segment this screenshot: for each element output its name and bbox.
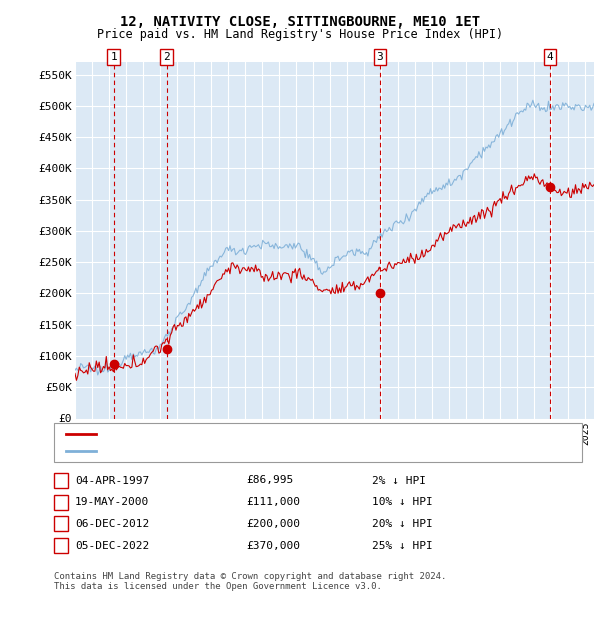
Text: HPI: Average price, detached house, Swale: HPI: Average price, detached house, Swal… bbox=[102, 446, 358, 456]
Text: £111,000: £111,000 bbox=[246, 497, 300, 507]
Text: 1: 1 bbox=[58, 476, 65, 485]
Text: Price paid vs. HM Land Registry's House Price Index (HPI): Price paid vs. HM Land Registry's House … bbox=[97, 28, 503, 41]
Text: 3: 3 bbox=[377, 52, 383, 62]
Text: 04-APR-1997: 04-APR-1997 bbox=[75, 476, 149, 485]
Text: Contains HM Land Registry data © Crown copyright and database right 2024.
This d: Contains HM Land Registry data © Crown c… bbox=[54, 572, 446, 591]
Text: 19-MAY-2000: 19-MAY-2000 bbox=[75, 497, 149, 507]
Text: 2: 2 bbox=[163, 52, 170, 62]
Text: £200,000: £200,000 bbox=[246, 519, 300, 529]
Text: 3: 3 bbox=[58, 519, 65, 529]
Text: 4: 4 bbox=[547, 52, 553, 62]
Text: £86,995: £86,995 bbox=[246, 476, 293, 485]
Text: 05-DEC-2022: 05-DEC-2022 bbox=[75, 541, 149, 551]
Text: 2: 2 bbox=[58, 497, 65, 507]
Text: 2% ↓ HPI: 2% ↓ HPI bbox=[372, 476, 426, 485]
Text: 12, NATIVITY CLOSE, SITTINGBOURNE, ME10 1ET (detached house): 12, NATIVITY CLOSE, SITTINGBOURNE, ME10 … bbox=[102, 429, 477, 439]
Text: 10% ↓ HPI: 10% ↓ HPI bbox=[372, 497, 433, 507]
Text: 1: 1 bbox=[110, 52, 117, 62]
Text: 25% ↓ HPI: 25% ↓ HPI bbox=[372, 541, 433, 551]
Text: £370,000: £370,000 bbox=[246, 541, 300, 551]
Text: 4: 4 bbox=[58, 541, 65, 551]
Text: 06-DEC-2012: 06-DEC-2012 bbox=[75, 519, 149, 529]
Text: 12, NATIVITY CLOSE, SITTINGBOURNE, ME10 1ET: 12, NATIVITY CLOSE, SITTINGBOURNE, ME10 … bbox=[120, 16, 480, 30]
Text: 20% ↓ HPI: 20% ↓ HPI bbox=[372, 519, 433, 529]
